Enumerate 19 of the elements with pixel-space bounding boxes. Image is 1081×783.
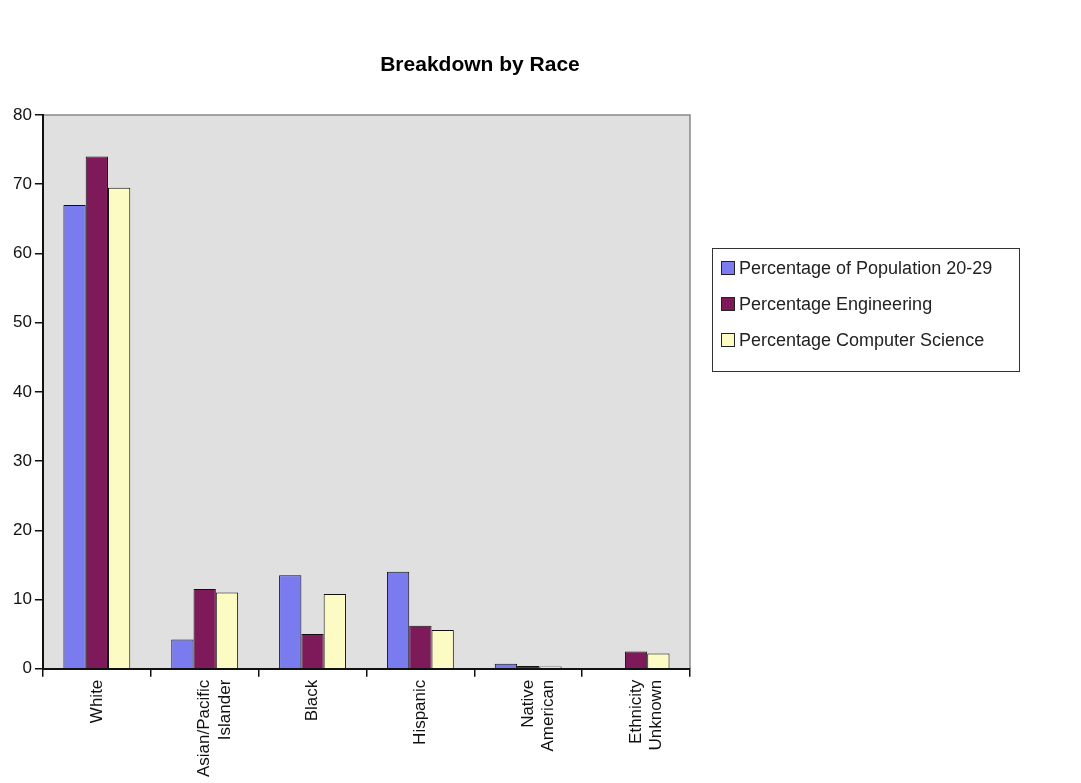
x-tick-label: Ethnicity Unknown — [625, 679, 666, 751]
legend-label: Percentage Computer Science — [739, 329, 985, 351]
x-tick-label: Hispanic — [410, 679, 430, 745]
y-tick-label: 20 — [12, 519, 32, 539]
y-tick-label: 80 — [12, 104, 32, 124]
y-tick-label: 70 — [12, 173, 32, 193]
legend-label: Percentage Engineering — [739, 293, 933, 315]
y-tick-label: 10 — [12, 589, 32, 609]
x-tick-label: Black — [302, 679, 322, 722]
y-tick-label: 30 — [12, 450, 32, 470]
x-tick-label: White — [86, 679, 106, 724]
chart-title: Breakdown by Race — [379, 52, 581, 76]
y-tick-label: 0 — [22, 658, 32, 678]
legend-label: Percentage of Population 20-29 — [739, 257, 993, 279]
x-tick-label: Native American — [517, 679, 558, 752]
y-tick-label: 40 — [12, 381, 32, 401]
x-tick-label: Asian/Pacific Islander — [194, 679, 234, 778]
y-tick-label: 50 — [12, 312, 32, 332]
y-tick-label: 60 — [12, 243, 32, 263]
